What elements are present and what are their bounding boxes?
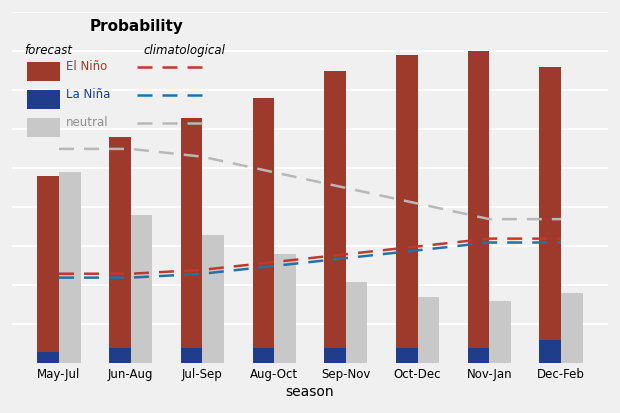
Bar [417, 297, 439, 363]
Text: Probability: Probability [90, 19, 184, 34]
Bar [539, 340, 561, 363]
Text: El Niño: El Niño [66, 60, 107, 73]
Bar [561, 293, 583, 363]
Bar [37, 352, 59, 363]
Bar [467, 348, 489, 363]
Bar [346, 282, 368, 363]
Bar [203, 235, 224, 363]
Bar [539, 67, 561, 363]
FancyBboxPatch shape [27, 118, 60, 137]
Bar [396, 55, 417, 363]
Bar [181, 348, 203, 363]
Bar [109, 348, 131, 363]
Bar [396, 348, 417, 363]
Bar [274, 254, 296, 363]
Bar [324, 348, 346, 363]
Bar [324, 71, 346, 363]
Text: climatological: climatological [143, 44, 225, 57]
Bar [181, 118, 203, 363]
Bar [467, 51, 489, 363]
Text: neutral: neutral [66, 116, 108, 129]
Text: forecast: forecast [24, 44, 73, 57]
FancyBboxPatch shape [27, 90, 60, 109]
Bar [252, 348, 274, 363]
Bar [252, 98, 274, 363]
FancyBboxPatch shape [27, 62, 60, 81]
Bar [59, 172, 81, 363]
Bar [131, 215, 153, 363]
Text: La Niña: La Niña [66, 88, 110, 101]
Bar [37, 176, 59, 363]
Bar [109, 137, 131, 363]
Bar [489, 301, 511, 363]
X-axis label: season: season [286, 385, 334, 399]
